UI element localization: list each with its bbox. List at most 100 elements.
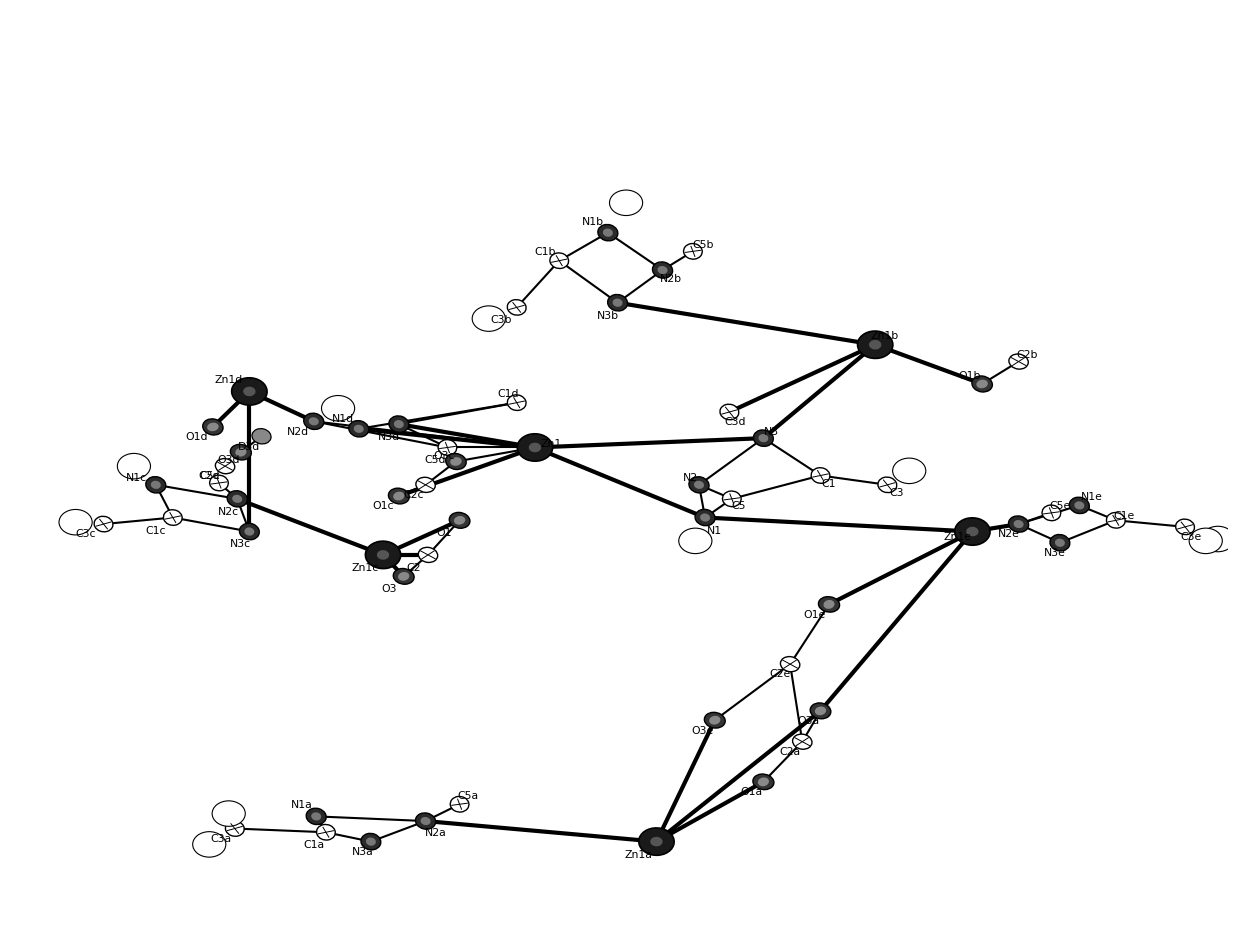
Ellipse shape (415, 813, 435, 829)
Ellipse shape (815, 706, 826, 716)
Ellipse shape (418, 547, 438, 563)
Ellipse shape (306, 808, 326, 824)
Text: C5a: C5a (458, 790, 479, 800)
Text: C3a: C3a (211, 833, 232, 843)
Ellipse shape (966, 527, 978, 537)
Ellipse shape (450, 797, 469, 812)
Text: O3d: O3d (217, 454, 241, 465)
Ellipse shape (650, 837, 662, 846)
Ellipse shape (818, 597, 839, 612)
Text: N1c: N1c (125, 473, 146, 483)
Ellipse shape (207, 424, 218, 432)
Ellipse shape (657, 267, 667, 275)
Ellipse shape (976, 380, 988, 389)
Ellipse shape (146, 477, 166, 493)
Circle shape (472, 307, 506, 332)
Ellipse shape (366, 542, 401, 569)
Ellipse shape (753, 774, 774, 790)
Text: O1c: O1c (372, 501, 394, 511)
Circle shape (192, 832, 226, 857)
Ellipse shape (759, 434, 769, 443)
Ellipse shape (720, 405, 739, 421)
Ellipse shape (972, 377, 992, 392)
Ellipse shape (366, 838, 376, 845)
Text: N2e: N2e (998, 529, 1019, 539)
Ellipse shape (231, 445, 252, 461)
Ellipse shape (94, 517, 113, 532)
Text: O3: O3 (382, 583, 397, 593)
Text: O1e: O1e (804, 609, 826, 619)
Ellipse shape (389, 416, 409, 433)
Text: Zn1d: Zn1d (215, 375, 243, 385)
Ellipse shape (309, 418, 319, 426)
Ellipse shape (449, 513, 470, 528)
Text: N2c: N2c (218, 506, 239, 516)
Ellipse shape (549, 253, 569, 269)
Ellipse shape (239, 524, 259, 540)
Ellipse shape (858, 331, 893, 359)
Text: N2d: N2d (286, 426, 309, 436)
Ellipse shape (252, 429, 272, 445)
Text: N3c: N3c (231, 538, 252, 548)
Circle shape (212, 801, 246, 826)
Ellipse shape (1069, 498, 1089, 514)
Ellipse shape (393, 492, 404, 501)
Text: Zn1b: Zn1b (870, 331, 899, 341)
Ellipse shape (203, 420, 223, 436)
Ellipse shape (415, 478, 435, 493)
Text: C5: C5 (732, 501, 746, 511)
Ellipse shape (754, 430, 774, 446)
Text: Zn1: Zn1 (541, 438, 562, 448)
Ellipse shape (869, 341, 882, 350)
Ellipse shape (507, 300, 526, 316)
Text: C3e: C3e (1180, 531, 1202, 542)
Text: N1e: N1e (1080, 491, 1102, 502)
Ellipse shape (528, 444, 541, 453)
Text: O1a: O1a (740, 786, 763, 796)
Ellipse shape (683, 245, 702, 260)
Ellipse shape (878, 478, 897, 493)
Ellipse shape (811, 468, 830, 484)
Text: C2a: C2a (780, 746, 801, 756)
Ellipse shape (810, 704, 831, 719)
Text: C1: C1 (822, 479, 836, 488)
Ellipse shape (758, 778, 769, 786)
Ellipse shape (438, 440, 456, 456)
Ellipse shape (652, 263, 672, 279)
Ellipse shape (236, 448, 247, 457)
Ellipse shape (1074, 502, 1084, 510)
Ellipse shape (316, 824, 335, 841)
Text: C1d: C1d (497, 389, 520, 399)
Text: C2d: C2d (198, 471, 219, 481)
Ellipse shape (1055, 539, 1065, 547)
Ellipse shape (445, 454, 466, 470)
Ellipse shape (164, 510, 182, 526)
Ellipse shape (517, 434, 553, 462)
Text: O1d: O1d (186, 432, 208, 442)
Text: C2c: C2c (403, 489, 424, 500)
Ellipse shape (1008, 516, 1029, 532)
Text: C1a: C1a (304, 840, 325, 849)
Text: Zn1e: Zn1e (944, 531, 972, 542)
Text: Zn1a: Zn1a (624, 849, 652, 859)
Ellipse shape (232, 495, 242, 504)
Text: Zn1c: Zn1c (351, 563, 378, 572)
Text: O1: O1 (436, 527, 451, 537)
Text: N3e: N3e (1044, 547, 1066, 558)
Ellipse shape (507, 395, 526, 411)
Circle shape (893, 459, 926, 484)
Text: C2e: C2e (770, 669, 791, 679)
Ellipse shape (227, 491, 247, 507)
Ellipse shape (361, 834, 381, 850)
Ellipse shape (388, 488, 409, 505)
Ellipse shape (780, 657, 800, 672)
Text: C1b: C1b (534, 248, 556, 257)
Ellipse shape (244, 527, 254, 536)
Ellipse shape (598, 226, 618, 242)
Ellipse shape (639, 828, 675, 856)
Ellipse shape (608, 295, 627, 311)
Ellipse shape (398, 572, 409, 581)
Ellipse shape (1009, 355, 1028, 369)
Text: C2: C2 (407, 563, 420, 572)
Ellipse shape (311, 812, 321, 821)
